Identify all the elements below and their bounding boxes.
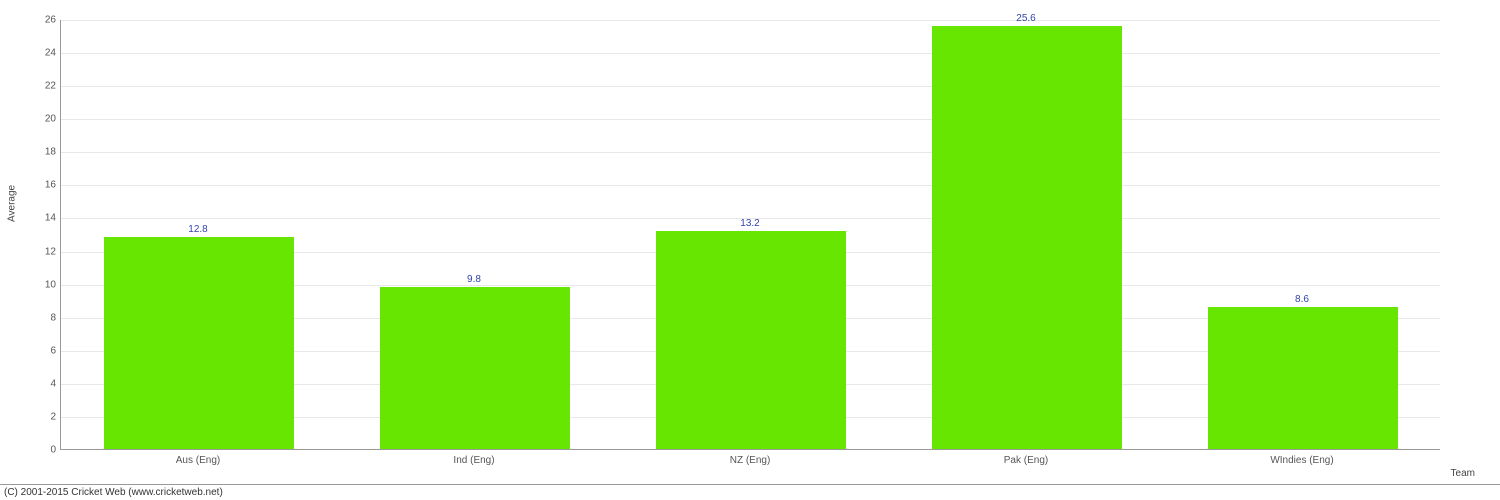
gridline — [61, 53, 1440, 54]
footer-copyright: (C) 2001-2015 Cricket Web (www.cricketwe… — [4, 487, 223, 498]
bar — [1208, 307, 1398, 449]
y-tick-label: 26 — [26, 15, 56, 26]
x-tick-label: Ind (Eng) — [453, 455, 494, 466]
bar-value-label: 25.6 — [1016, 13, 1035, 24]
y-tick-label: 10 — [26, 279, 56, 290]
y-tick-label: 20 — [26, 114, 56, 125]
x-tick-label: WIndies (Eng) — [1270, 455, 1333, 466]
y-tick-label: 0 — [26, 445, 56, 456]
gridline — [61, 20, 1440, 21]
chart-container: Average Team (C) 2001-2015 Cricket Web (… — [0, 0, 1500, 500]
x-tick-label: NZ (Eng) — [730, 455, 771, 466]
bar — [656, 231, 846, 449]
gridline — [61, 152, 1440, 153]
x-tick-label: Pak (Eng) — [1004, 455, 1048, 466]
x-axis-title: Team — [1451, 468, 1475, 479]
plot-area — [60, 20, 1440, 450]
y-tick-label: 2 — [26, 411, 56, 422]
y-tick-label: 22 — [26, 81, 56, 92]
y-tick-label: 4 — [26, 378, 56, 389]
bar — [932, 26, 1122, 449]
bar — [380, 287, 570, 449]
y-axis-title: Average — [7, 185, 18, 222]
y-tick-label: 16 — [26, 180, 56, 191]
bar — [104, 237, 294, 449]
bar-value-label: 9.8 — [467, 274, 481, 285]
y-tick-label: 8 — [26, 312, 56, 323]
bar-value-label: 12.8 — [188, 224, 207, 235]
bar-value-label: 8.6 — [1295, 294, 1309, 305]
gridline — [61, 119, 1440, 120]
y-tick-label: 6 — [26, 345, 56, 356]
footer-divider — [0, 484, 1500, 485]
bar-value-label: 13.2 — [740, 218, 759, 229]
gridline — [61, 185, 1440, 186]
gridline — [61, 86, 1440, 87]
y-tick-label: 24 — [26, 48, 56, 59]
y-tick-label: 12 — [26, 246, 56, 257]
x-tick-label: Aus (Eng) — [176, 455, 220, 466]
y-tick-label: 18 — [26, 147, 56, 158]
y-tick-label: 14 — [26, 213, 56, 224]
